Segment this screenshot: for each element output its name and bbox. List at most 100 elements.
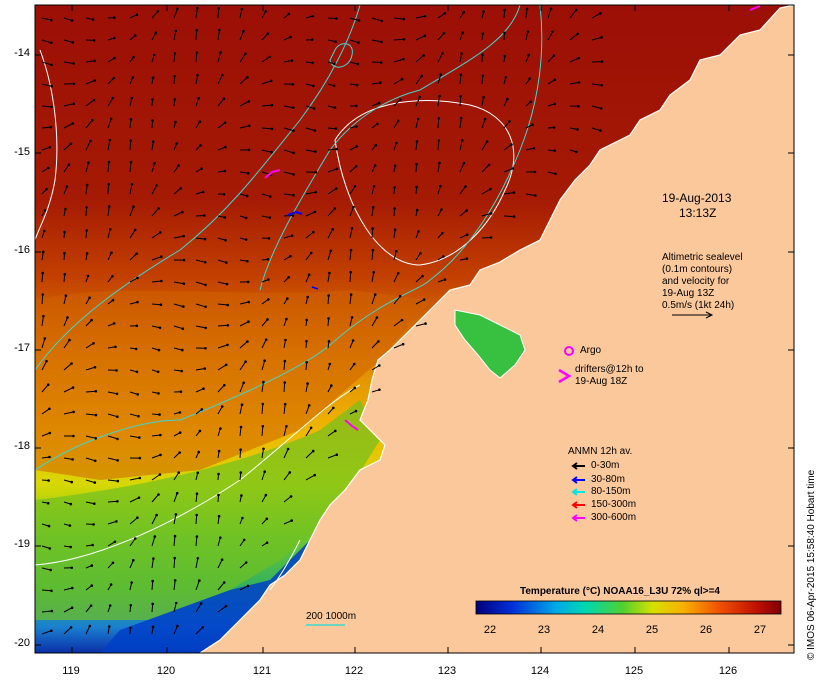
velocity-arrow (349, 294, 352, 305)
velocity-arrow-head (529, 100, 532, 104)
velocity-arrow-head (111, 96, 114, 100)
velocity-arrow-head (599, 12, 602, 15)
velocity-arrow (107, 252, 112, 261)
velocity-arrow (371, 82, 381, 85)
image-date: 19-Aug-2013 (662, 191, 732, 205)
velocity-arrow (107, 77, 115, 85)
velocity-arrow-head (200, 408, 204, 411)
velocity-arrow-head (88, 296, 91, 300)
velocity-arrow (305, 405, 310, 415)
velocity-arrow-head (204, 305, 207, 309)
velocity-arrow-head (135, 252, 138, 255)
velocity-arrow (151, 536, 156, 547)
velocity-arrow-head (131, 76, 135, 79)
velocity-arrow-head (423, 14, 427, 18)
velocity-arrow (151, 256, 162, 261)
isobath-200m (329, 43, 353, 68)
velocity-arrow-head (222, 97, 226, 101)
velocity-arrow (481, 164, 490, 173)
velocity-arrow (393, 251, 397, 261)
velocity-arrow-head (309, 251, 313, 255)
velocity-arrow-head (265, 541, 269, 544)
velocity-arrow-head (152, 557, 155, 560)
velocity-arrow-head (45, 187, 48, 191)
velocity-arrow (393, 17, 404, 20)
velocity-arrow-head (240, 494, 243, 497)
velocity-arrow-head (373, 293, 377, 296)
velocity-arrow-head (94, 437, 97, 440)
velocity-arrow-head (310, 38, 314, 41)
velocity-arrow (305, 211, 316, 217)
velocity-arrow-head (160, 279, 163, 283)
velocity-arrow (503, 10, 506, 19)
velocity-arrow-head (223, 121, 227, 125)
velocity-arrow-head (70, 606, 74, 609)
velocity-arrow-head (107, 160, 111, 164)
velocity-arrow-head (137, 415, 140, 418)
velocity-arrow-head (311, 61, 315, 65)
velocity-arrow (283, 127, 294, 132)
velocity-arrow-head (393, 228, 397, 231)
velocity-arrow-head (178, 431, 182, 434)
velocity-arrow (41, 432, 50, 437)
velocity-arrow-head (49, 568, 52, 572)
velocity-arrow-head (461, 139, 464, 142)
velocity-arrow-head (244, 52, 247, 56)
image-time: 13:13Z (679, 206, 717, 220)
velocity-arrow-head (244, 561, 248, 564)
velocity-arrow-head (177, 164, 180, 167)
velocity-arrow-head (182, 234, 185, 238)
velocity-arrow-head (283, 402, 287, 406)
velocity-arrow-head (329, 249, 333, 253)
velocity-arrow (217, 8, 220, 19)
velocity-arrow-head (355, 104, 358, 108)
velocity-arrow (217, 74, 223, 85)
velocity-arrow (151, 10, 159, 19)
velocity-arrow-head (287, 12, 291, 16)
velocity-arrow (85, 99, 95, 107)
velocity-arrow (283, 404, 286, 415)
velocity-arrow (525, 147, 535, 151)
velocity-arrow-head (239, 471, 243, 474)
velocity-arrow (85, 342, 94, 349)
velocity-arrow-head (174, 513, 178, 516)
velocity-arrow (481, 141, 488, 151)
velocity-arrow-head (225, 282, 229, 286)
velocity-arrow-head (525, 7, 529, 11)
velocity-arrow-head (332, 84, 336, 88)
velocity-arrow-head (159, 231, 162, 234)
velocity-arrow (151, 514, 158, 525)
velocity-arrow (327, 430, 336, 437)
velocity-arrow-head (351, 339, 355, 342)
velocity-arrow-head (217, 7, 220, 10)
velocity-arrow-head (153, 535, 157, 538)
velocity-arrow (393, 319, 403, 327)
velocity-arrow (415, 253, 421, 261)
velocity-arrow-head (151, 119, 154, 122)
velocity-arrow (239, 9, 243, 19)
velocity-arrow-head (379, 81, 382, 84)
velocity-arrow-head (267, 278, 270, 281)
velocity-arrow-head (111, 561, 115, 565)
velocity-arrow-head (175, 491, 179, 495)
velocity-arrow-head (63, 230, 66, 234)
velocity-arrow-head (93, 502, 96, 506)
velocity-arrow (151, 325, 161, 329)
velocity-arrow (63, 39, 74, 43)
velocity-arrow-head (575, 150, 578, 154)
velocity-arrow-head (270, 150, 273, 154)
velocity-arrow-head (196, 6, 199, 10)
velocity-arrow-head (354, 165, 358, 168)
velocity-arrow (217, 303, 228, 306)
velocity-arrow-head (240, 7, 244, 11)
velocity-arrow-head (67, 163, 71, 166)
velocity-arrow-head (355, 145, 359, 148)
velocity-arrow-head (354, 409, 358, 413)
velocity-arrow-head (266, 32, 270, 35)
velocity-arrow (437, 32, 445, 41)
drifter-track (749, 5, 761, 11)
velocity-arrow-head (401, 342, 405, 346)
velocity-arrow (327, 407, 334, 415)
velocity-arrow-head (402, 57, 405, 61)
velocity-arrow (481, 118, 486, 129)
